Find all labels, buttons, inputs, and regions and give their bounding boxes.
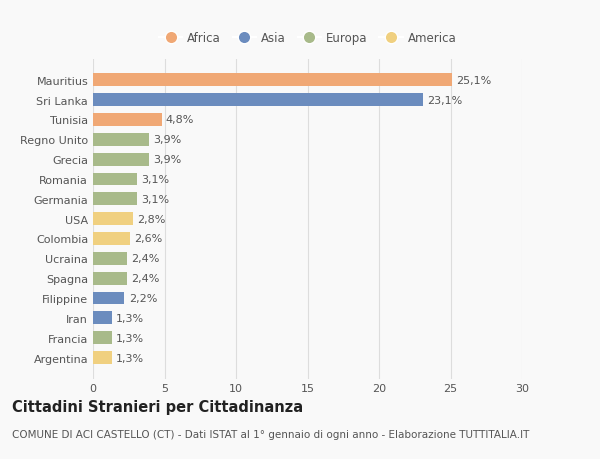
Bar	[93, 252, 127, 265]
Text: 3,1%: 3,1%	[142, 195, 170, 204]
Text: 3,1%: 3,1%	[142, 174, 170, 185]
Text: 1,3%: 1,3%	[116, 353, 144, 363]
Bar	[93, 351, 112, 364]
Text: COMUNE DI ACI CASTELLO (CT) - Dati ISTAT al 1° gennaio di ogni anno - Elaborazio: COMUNE DI ACI CASTELLO (CT) - Dati ISTAT…	[12, 429, 529, 439]
Text: 4,8%: 4,8%	[166, 115, 194, 125]
Text: 2,8%: 2,8%	[137, 214, 166, 224]
Bar	[93, 193, 137, 206]
Text: 2,4%: 2,4%	[131, 274, 160, 284]
Text: Cittadini Stranieri per Cittadinanza: Cittadini Stranieri per Cittadinanza	[12, 399, 303, 414]
Bar	[93, 292, 124, 305]
Text: 1,3%: 1,3%	[116, 333, 144, 343]
Bar	[93, 94, 424, 107]
Legend: Africa, Asia, Europa, America: Africa, Asia, Europa, America	[154, 27, 461, 50]
Text: 25,1%: 25,1%	[456, 76, 491, 85]
Text: 1,3%: 1,3%	[116, 313, 144, 323]
Text: 2,6%: 2,6%	[134, 234, 163, 244]
Bar	[93, 74, 452, 87]
Text: 3,9%: 3,9%	[153, 135, 181, 145]
Bar	[93, 173, 137, 186]
Text: 2,2%: 2,2%	[129, 293, 157, 303]
Bar	[93, 153, 149, 166]
Bar	[93, 213, 133, 226]
Bar	[93, 134, 149, 146]
Bar	[93, 114, 161, 127]
Text: 2,4%: 2,4%	[131, 254, 160, 264]
Bar	[93, 272, 127, 285]
Bar	[93, 312, 112, 325]
Bar	[93, 233, 130, 246]
Bar	[93, 331, 112, 344]
Text: 3,9%: 3,9%	[153, 155, 181, 165]
Text: 23,1%: 23,1%	[428, 95, 463, 106]
